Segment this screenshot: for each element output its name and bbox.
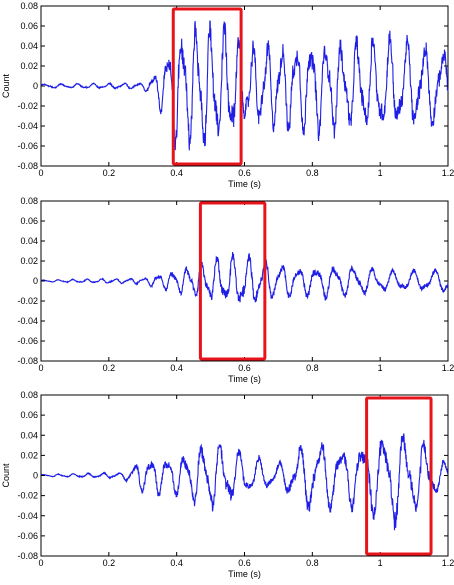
x-tick-label: 0.6: [238, 558, 251, 568]
y-tick-label: 0.02: [20, 256, 38, 266]
chart-panel-2: 0 0.2 0.4 0.6 0.8 1 1.2 0.08 0.06 0.04 0.02 0 -0.02 -…: [17, 196, 454, 384]
y-tick-label: -0.02: [17, 491, 38, 501]
y-tick-label: 0: [33, 471, 38, 481]
y-tick-label: 0.08: [20, 196, 38, 206]
y-tick-label: 0.04: [20, 430, 38, 440]
x-tick-label: 0: [38, 558, 43, 568]
plot-area: [40, 394, 449, 557]
y-tick-label: -0.06: [17, 531, 38, 541]
y-axis-label: Count: [1, 74, 11, 99]
y-tick-label: -0.02: [17, 296, 38, 306]
chart-panel-3: 0 0.2 0.4 0.6 0.8 1 1.2 0.08 0.06 0.04 0.02 0 -0.02 -…: [1, 390, 454, 579]
x-tick-label: 0.8: [306, 168, 319, 178]
signal-trace: [40, 20, 449, 151]
x-tick-label: 0.2: [103, 363, 116, 373]
y-tick-label: 0: [33, 276, 38, 286]
y-tick-label: 0.06: [20, 21, 38, 31]
x-tick-label: 0.8: [306, 363, 319, 373]
x-tick-label: 0.2: [103, 168, 116, 178]
x-tick-label: 1.2: [442, 558, 454, 568]
x-axis-label: Time (s): [228, 374, 261, 384]
y-axis-label: Count: [1, 463, 11, 488]
highlight-window: [198, 201, 267, 361]
y-tick-label: 0.02: [20, 61, 38, 71]
x-tick-label: 0: [38, 363, 43, 373]
x-tick-label: 1.2: [442, 363, 454, 373]
x-axis-label: Time (s): [228, 569, 261, 579]
y-tick-label: -0.08: [17, 161, 38, 171]
y-tick-label: 0.02: [20, 450, 38, 460]
x-tick-label: 0: [38, 168, 43, 178]
x-tick-label: 1: [378, 558, 383, 568]
y-tick-label: -0.08: [17, 551, 38, 561]
highlight-window: [365, 396, 433, 556]
y-tick-label: 0.04: [20, 236, 38, 246]
x-tick-label: 0.6: [238, 363, 251, 373]
y-tick-label: 0.06: [20, 216, 38, 226]
chart-panel-1: 0 0.2 0.4 0.6 0.8 1 1.2 0.08 0.06 0.04 0.02 0 -0.02 -…: [1, 1, 454, 189]
signal-trace: [40, 251, 449, 303]
y-tick-label: 0.06: [20, 410, 38, 420]
x-tick-label: 0.2: [103, 558, 116, 568]
plot-area: [40, 200, 449, 362]
y-tick-label: -0.04: [17, 511, 38, 521]
y-tick-label: 0.08: [20, 390, 38, 400]
y-tick-label: -0.02: [17, 101, 38, 111]
y-tick-label: 0: [33, 81, 38, 91]
x-tick-label: 0.4: [170, 363, 183, 373]
plot-area: [40, 5, 449, 167]
x-tick-label: 1: [378, 168, 383, 178]
y-tick-label: -0.04: [17, 121, 38, 131]
y-tick-label: -0.06: [17, 141, 38, 151]
x-axis-label: Time (s): [228, 179, 261, 189]
x-tick-label: 0.4: [170, 168, 183, 178]
highlight-window: [171, 7, 243, 166]
x-tick-label: 0.8: [306, 558, 319, 568]
y-tick-label: -0.04: [17, 316, 38, 326]
y-tick-label: -0.06: [17, 336, 38, 346]
y-tick-label: -0.08: [17, 356, 38, 366]
x-tick-label: 0.6: [238, 168, 251, 178]
x-tick-label: 1.2: [442, 168, 454, 178]
y-tick-label: 0.08: [20, 1, 38, 11]
x-tick-label: 1: [378, 363, 383, 373]
signal-trace: [40, 433, 449, 531]
x-tick-label: 0.4: [170, 558, 183, 568]
y-tick-label: 0.04: [20, 41, 38, 51]
